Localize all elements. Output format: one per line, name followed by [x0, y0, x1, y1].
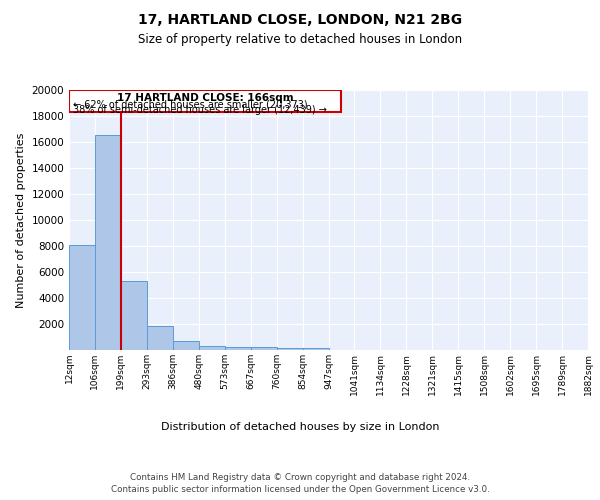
Bar	[225, 347, 251, 350]
Text: Size of property relative to detached houses in London: Size of property relative to detached ho…	[138, 32, 462, 46]
Bar	[95, 136, 121, 350]
Bar	[69, 90, 341, 112]
Bar	[69, 244, 95, 350]
Bar	[251, 348, 277, 350]
Bar	[147, 326, 173, 350]
Text: 17, HARTLAND CLOSE, LONDON, N21 2BG: 17, HARTLAND CLOSE, LONDON, N21 2BG	[138, 12, 462, 26]
Text: ← 62% of detached houses are smaller (20,373): ← 62% of detached houses are smaller (20…	[73, 99, 308, 109]
Text: Distribution of detached houses by size in London: Distribution of detached houses by size …	[161, 422, 439, 432]
Text: Contains public sector information licensed under the Open Government Licence v3: Contains public sector information licen…	[110, 485, 490, 494]
Y-axis label: Number of detached properties: Number of detached properties	[16, 132, 26, 308]
Bar	[199, 346, 224, 350]
Bar	[302, 348, 329, 350]
Bar	[173, 341, 199, 350]
Text: Contains HM Land Registry data © Crown copyright and database right 2024.: Contains HM Land Registry data © Crown c…	[130, 472, 470, 482]
Bar	[121, 281, 147, 350]
Bar	[277, 348, 302, 350]
Text: 17 HARTLAND CLOSE: 166sqm: 17 HARTLAND CLOSE: 166sqm	[117, 92, 293, 102]
Text: 38% of semi-detached houses are larger (12,439) →: 38% of semi-detached houses are larger (…	[73, 105, 327, 115]
